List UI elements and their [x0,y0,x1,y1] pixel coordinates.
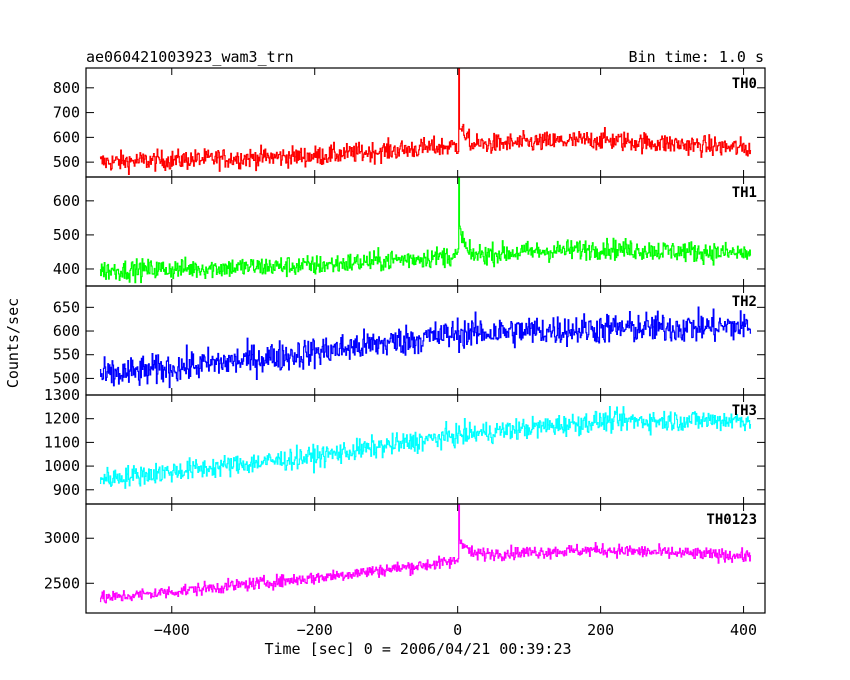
x-tick-label: 200 [587,621,614,639]
x-tick-label: 400 [730,621,757,639]
y-tick-label: 500 [53,226,80,244]
panel-label: TH2 [732,294,757,310]
y-tick-label: 3000 [44,529,80,547]
y-tick-label: 600 [53,192,80,210]
panel-label: TH0 [732,76,757,92]
y-tick-label: 650 [53,298,80,316]
y-tick-label: 500 [53,369,80,387]
panel-th0: 500 600 700 800 TH0 [53,67,766,178]
series-th0123 [99,504,752,604]
y-tick-label: 600 [53,322,80,340]
y-axis-title: Counts/sec [4,298,22,388]
y-tick-label: 2500 [44,574,80,592]
x-tick-label: −400 [154,621,190,639]
y-tick-label: 1000 [44,457,80,475]
y-tick-label: 400 [53,260,80,278]
panels-group: 500 600 700 800 TH0 400 500 600 TH1 500 550 600 650 T… [44,67,766,614]
panel-th0123: 2500 3000 TH0123 [44,503,766,614]
x-axis: −400 −200 0 200 400 [154,621,757,639]
panel-th3: 900 1000 1100 1200 1300 TH3 [44,386,766,505]
panel-label: TH0123 [706,512,757,528]
panel-th2: 500 550 600 650 TH2 [53,285,766,396]
y-tick-label: 700 [53,104,80,122]
panel-th1: 400 500 600 TH1 [53,176,766,287]
x-tick-label: −200 [297,621,333,639]
panel-label: TH1 [732,185,757,201]
y-tick-label: 500 [53,153,80,171]
bin-time-label: Bin time: 1.0 s [629,48,764,66]
panel-frame [85,285,766,396]
panel-frame [85,394,766,505]
x-tick-label: 0 [453,621,462,639]
panel-frame [85,503,766,614]
y-tick-label: 1200 [44,410,80,428]
series-th3 [99,405,752,489]
series-th0 [99,68,752,176]
series-th1 [99,177,752,284]
y-tick-label: 800 [53,79,80,97]
panel-label: TH3 [732,403,757,419]
y-tick-label: 1300 [44,386,80,404]
chart-title: ae060421003923_wam3_trn [86,48,294,66]
series-th2 [99,306,752,389]
y-tick-label: 600 [53,128,80,146]
y-tick-label: 1100 [44,433,80,451]
y-tick-label: 550 [53,346,80,364]
x-axis-title: Time [sec] 0 = 2006/04/21 00:39:23 [264,640,571,658]
y-tick-label: 900 [53,481,80,499]
